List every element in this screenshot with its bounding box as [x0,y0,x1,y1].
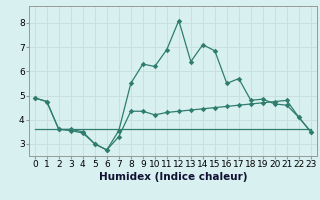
X-axis label: Humidex (Indice chaleur): Humidex (Indice chaleur) [99,172,247,182]
